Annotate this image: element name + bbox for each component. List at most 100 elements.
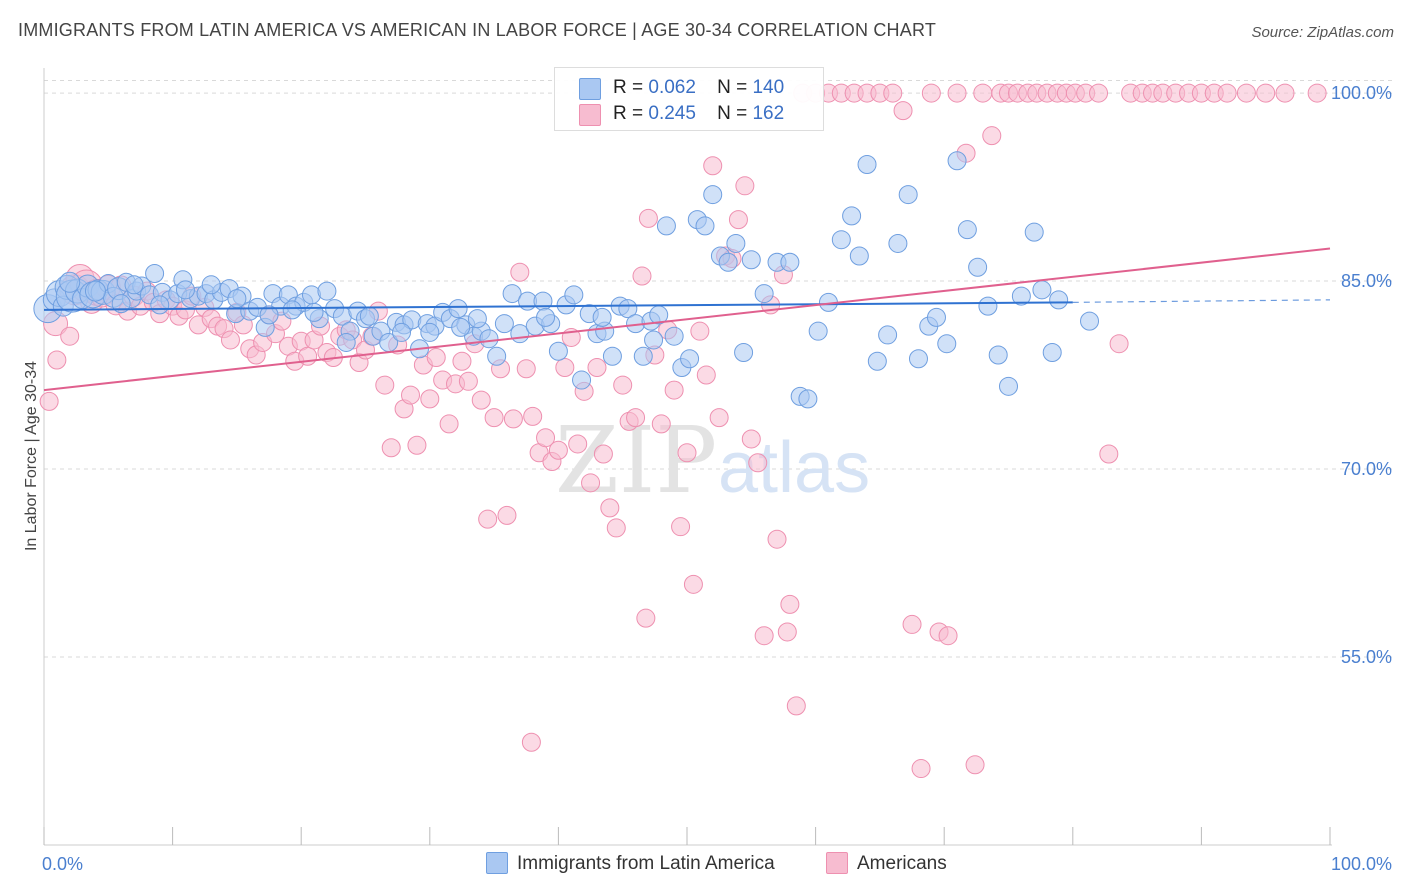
legend-n-label: N = bbox=[717, 103, 748, 124]
americans-point bbox=[780, 594, 800, 614]
americans-point bbox=[911, 759, 931, 779]
latin-america-point bbox=[849, 246, 869, 266]
latin-america-point bbox=[780, 252, 800, 272]
americans-point bbox=[893, 101, 913, 121]
americans-point bbox=[39, 391, 59, 411]
americans-point bbox=[741, 429, 761, 449]
latin-america-point bbox=[1080, 311, 1100, 331]
americans-point bbox=[754, 626, 774, 646]
americans-point bbox=[1217, 83, 1237, 103]
latin-america-point bbox=[857, 154, 877, 174]
latin-america-point bbox=[1011, 286, 1031, 306]
latin-america-point bbox=[842, 206, 862, 226]
latin-america-point bbox=[703, 185, 723, 205]
latin-america-point bbox=[988, 345, 1008, 365]
y-tick-label: 55.0% bbox=[1341, 647, 1392, 667]
americans-point bbox=[420, 389, 440, 409]
latin-america-point bbox=[908, 349, 928, 369]
americans-point bbox=[510, 262, 530, 282]
latin-america-point bbox=[259, 305, 279, 325]
legend-r-label: R = bbox=[613, 103, 644, 124]
americans-point bbox=[1307, 83, 1327, 103]
americans-point bbox=[1275, 83, 1295, 103]
source-label: Source: ZipAtlas.com bbox=[1251, 24, 1394, 41]
latin-america-point bbox=[888, 233, 908, 253]
y-tick-label: 100.0% bbox=[1331, 83, 1392, 103]
correlation-legend: R = 0.062 N = 140 R = 0.245 N = 162 bbox=[554, 67, 824, 131]
americans-trend-line bbox=[43, 247, 1331, 392]
americans-point bbox=[606, 518, 626, 538]
latin-america-point bbox=[487, 346, 507, 366]
americans-point bbox=[973, 83, 993, 103]
americans-point bbox=[484, 408, 504, 428]
latin-america-point bbox=[798, 389, 818, 409]
latin-america-point bbox=[336, 332, 356, 352]
latin-america-point bbox=[1032, 280, 1052, 300]
americans-point bbox=[902, 614, 922, 634]
americans-point bbox=[921, 83, 941, 103]
latin-america-point bbox=[592, 307, 612, 327]
americans-point bbox=[426, 347, 446, 367]
americans-point bbox=[671, 517, 691, 537]
latin-america-point bbox=[741, 250, 761, 270]
americans-point bbox=[777, 622, 797, 642]
legend-n-value: 140 bbox=[752, 77, 785, 98]
americans-point bbox=[1099, 444, 1119, 464]
latin-america-point bbox=[124, 275, 144, 295]
latin-america-point bbox=[111, 294, 131, 314]
latin-america-point bbox=[201, 275, 221, 295]
latin-america-point bbox=[317, 281, 337, 301]
americans-point bbox=[626, 408, 646, 428]
americans-point bbox=[632, 266, 652, 286]
latin-america-point bbox=[548, 341, 568, 361]
americans-point bbox=[593, 444, 613, 464]
americans-point bbox=[60, 326, 80, 346]
americans-point bbox=[728, 210, 748, 230]
latin-america-point bbox=[831, 230, 851, 250]
legend-r-label: R = bbox=[613, 77, 644, 98]
legend-label: Americans bbox=[857, 853, 947, 874]
latin-america-trend-extension bbox=[1072, 299, 1331, 303]
axes bbox=[43, 68, 1332, 846]
latin-america-points bbox=[33, 151, 1100, 409]
latin-america-point bbox=[633, 346, 653, 366]
latin-america-point bbox=[1049, 290, 1069, 310]
latin-america-point bbox=[304, 302, 324, 322]
latin-america-point bbox=[754, 284, 774, 304]
americans-point bbox=[497, 505, 517, 525]
latin-america-point bbox=[420, 322, 440, 342]
americans-point bbox=[965, 755, 985, 775]
americans-point bbox=[600, 498, 620, 518]
americans-point bbox=[735, 176, 755, 196]
americans-point bbox=[1109, 334, 1129, 354]
americans-point bbox=[478, 509, 498, 529]
americans-point bbox=[613, 375, 633, 395]
latin-america-point bbox=[359, 306, 379, 326]
americans-point bbox=[982, 126, 1002, 146]
latin-america-point bbox=[978, 296, 998, 316]
latin-america-point bbox=[726, 233, 746, 253]
americans-point bbox=[581, 473, 601, 493]
watermark: ZIP atlas bbox=[555, 407, 870, 514]
americans-point bbox=[651, 414, 671, 434]
latin-america-point bbox=[968, 257, 988, 277]
americans-point bbox=[471, 390, 491, 410]
americans-point bbox=[458, 371, 478, 391]
latin-america-point bbox=[494, 314, 514, 334]
latin-america-point bbox=[150, 295, 170, 315]
americans-point bbox=[587, 358, 607, 378]
americans-point bbox=[767, 529, 787, 549]
americans-point bbox=[375, 375, 395, 395]
latin-america-point bbox=[448, 299, 468, 319]
americans-point bbox=[555, 358, 575, 378]
latin-america-point bbox=[1024, 222, 1044, 242]
americans-point bbox=[748, 453, 768, 473]
americans-point bbox=[1089, 83, 1109, 103]
legend-n-value: 162 bbox=[752, 103, 785, 124]
americans-point bbox=[47, 350, 67, 370]
americans-point bbox=[503, 409, 523, 429]
americans-point bbox=[568, 434, 588, 454]
latin-america-trend-line bbox=[43, 301, 1073, 311]
latin-america-point bbox=[502, 284, 522, 304]
latin-america-point bbox=[467, 309, 487, 329]
